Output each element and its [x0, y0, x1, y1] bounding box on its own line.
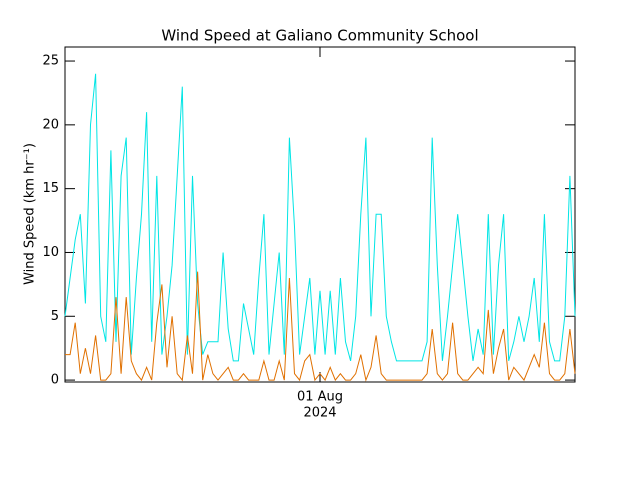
series-line: [64, 73, 576, 362]
y-tick-label: 15: [42, 181, 59, 196]
y-tick-label: 25: [42, 54, 59, 69]
x-tick-year: 2024: [303, 406, 336, 421]
y-tick-label: 10: [42, 245, 59, 260]
y-tick-label: 0: [51, 373, 59, 388]
y-tick-label: 5: [51, 309, 59, 324]
series-line: [65, 271, 576, 382]
chart-title: Wind Speed at Galiano Community School: [161, 27, 478, 45]
y-axis-label: Wind Speed (km hr⁻¹): [23, 143, 38, 285]
x-tick-label: 01 Aug: [297, 390, 343, 405]
y-tick-label: 20: [42, 117, 59, 132]
